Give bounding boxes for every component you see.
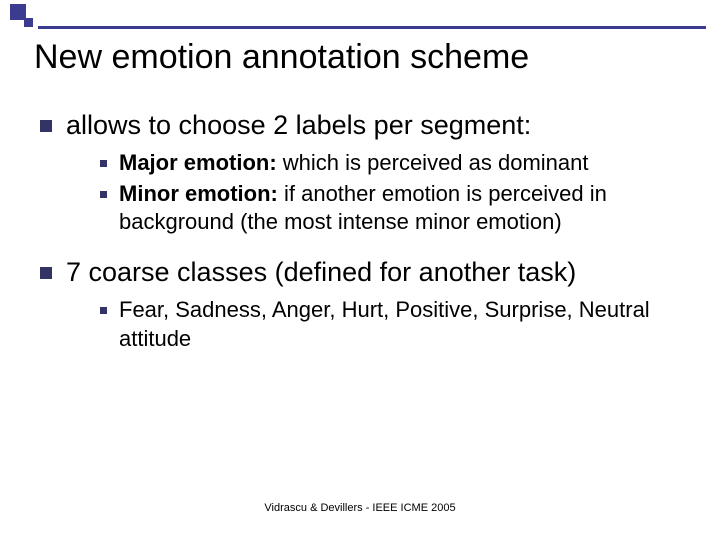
bullet-square-small-icon: [100, 191, 107, 198]
top-accent: [0, 0, 720, 30]
slide-title: New emotion annotation scheme: [34, 38, 700, 77]
bullet-square-small-icon: [100, 307, 107, 314]
bullet-square-icon: [40, 267, 52, 279]
sub-list-item-text: Major emotion: which is perceived as dom…: [119, 149, 589, 178]
sub-list-item: Minor emotion: if another emotion is per…: [100, 180, 692, 237]
slide: New emotion annotation scheme allows to …: [0, 0, 720, 540]
sub-item-rest: Fear, Sadness, Anger, Hurt, Positive, Su…: [119, 297, 650, 351]
accent-line: [38, 26, 706, 29]
sub-list: Fear, Sadness, Anger, Hurt, Positive, Su…: [100, 296, 692, 353]
list-item: allows to choose 2 labels per segment:: [40, 108, 692, 143]
accent-square-small: [24, 18, 33, 27]
sub-item-rest: which is perceived as dominant: [277, 150, 589, 175]
slide-footer: Vidrascu & Devillers - IEEE ICME 2005: [0, 502, 720, 514]
bullet-square-icon: [40, 120, 52, 132]
list-item-text: 7 coarse classes (defined for another ta…: [66, 255, 576, 290]
sub-list-item-text: Fear, Sadness, Anger, Hurt, Positive, Su…: [119, 296, 692, 353]
slide-content: allows to choose 2 labels per segment: M…: [40, 108, 692, 371]
sub-list-item: Fear, Sadness, Anger, Hurt, Positive, Su…: [100, 296, 692, 353]
sub-list-item-text: Minor emotion: if another emotion is per…: [119, 180, 692, 237]
sub-list: Major emotion: which is perceived as dom…: [100, 149, 692, 237]
bullet-square-small-icon: [100, 160, 107, 167]
sub-list-item: Major emotion: which is perceived as dom…: [100, 149, 692, 178]
list-item: 7 coarse classes (defined for another ta…: [40, 255, 692, 290]
sub-item-lead: Minor emotion:: [119, 181, 278, 206]
list-item-text: allows to choose 2 labels per segment:: [66, 108, 531, 143]
sub-item-lead: Major emotion:: [119, 150, 277, 175]
